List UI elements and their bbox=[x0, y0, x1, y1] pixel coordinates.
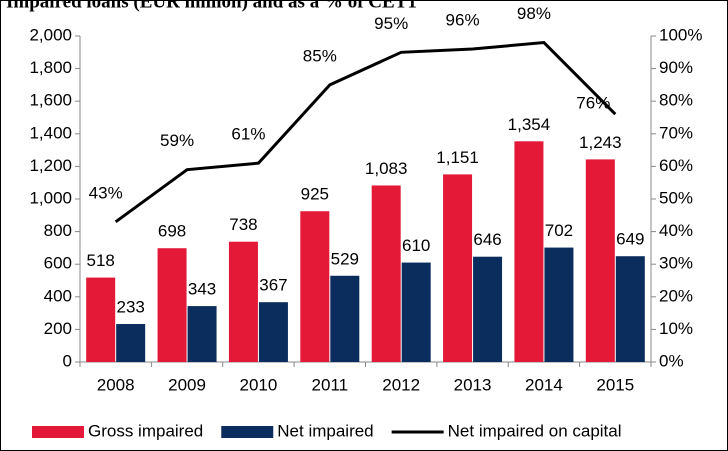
y-tick-label: 1,400 bbox=[29, 123, 72, 142]
bar bbox=[86, 277, 116, 362]
bar bbox=[401, 262, 431, 362]
y-tick-label: 0 bbox=[63, 351, 72, 370]
y-tick-label: 1,800 bbox=[29, 58, 72, 77]
data-label: 76% bbox=[576, 94, 610, 113]
bar bbox=[300, 211, 330, 362]
y-tick-label: 1,200 bbox=[29, 156, 72, 175]
data-label: 1,243 bbox=[579, 133, 622, 152]
bar bbox=[473, 256, 503, 362]
y-tick-label: 2,000 bbox=[29, 25, 72, 44]
data-label: 529 bbox=[331, 249, 359, 268]
y2-tick-label: 70% bbox=[659, 123, 693, 142]
data-label: 95% bbox=[374, 14, 408, 33]
x-tick-label: 2013 bbox=[454, 375, 492, 394]
y2-tick-label: 20% bbox=[659, 286, 693, 305]
y-tick-label: 400 bbox=[44, 286, 72, 305]
data-label: 925 bbox=[301, 185, 329, 204]
y2-tick-label: 50% bbox=[659, 188, 693, 207]
x-tick-label: 2012 bbox=[382, 375, 420, 394]
legend-label: Gross impaired bbox=[88, 421, 203, 440]
bar bbox=[116, 324, 146, 362]
y2-tick-label: 60% bbox=[659, 156, 693, 175]
y-tick-label: 200 bbox=[44, 319, 72, 338]
data-label: 98% bbox=[517, 4, 551, 23]
data-label: 1,083 bbox=[365, 159, 408, 178]
bar bbox=[330, 275, 360, 362]
data-label: 646 bbox=[473, 230, 501, 249]
x-tick-label: 2009 bbox=[168, 375, 206, 394]
bar bbox=[443, 174, 473, 362]
line bbox=[114, 40, 617, 224]
y2-tick-label: 30% bbox=[659, 254, 693, 273]
x-tick-label: 2015 bbox=[596, 375, 634, 394]
data-label: 649 bbox=[616, 230, 644, 249]
data-label: 43% bbox=[89, 183, 123, 202]
y-tick-label: 600 bbox=[44, 254, 72, 273]
bar bbox=[615, 256, 645, 362]
data-label: 698 bbox=[158, 222, 186, 241]
legend-label: Net impaired on capital bbox=[448, 421, 622, 440]
y2-tick-label: 90% bbox=[659, 58, 693, 77]
data-label: 343 bbox=[188, 280, 216, 299]
bar bbox=[187, 306, 217, 362]
data-label: 96% bbox=[446, 11, 480, 30]
data-label: 233 bbox=[117, 298, 145, 317]
data-label: 738 bbox=[229, 215, 257, 234]
x-tick-label: 2008 bbox=[97, 375, 135, 394]
legend-swatch bbox=[221, 426, 274, 438]
bar bbox=[585, 159, 615, 362]
data-label: 85% bbox=[303, 46, 337, 65]
x-tick-label: 2014 bbox=[525, 375, 563, 394]
y2-tick-label: 40% bbox=[659, 221, 693, 240]
x-tick-label: 2011 bbox=[312, 375, 349, 394]
legend-label: Net impaired bbox=[277, 421, 373, 440]
y-tick-label: 1,600 bbox=[29, 91, 72, 110]
data-label: 59% bbox=[160, 131, 194, 150]
y2-tick-label: 80% bbox=[659, 91, 693, 110]
data-label: 367 bbox=[259, 276, 287, 295]
data-label: 61% bbox=[231, 125, 265, 144]
bar bbox=[157, 248, 187, 362]
bar bbox=[514, 141, 544, 362]
y2-tick-label: 0% bbox=[659, 351, 684, 370]
data-label: 610 bbox=[402, 236, 430, 255]
legend-swatch bbox=[32, 426, 84, 438]
chart-title: Impaired loans (EUR million) and as a % … bbox=[6, 0, 417, 12]
bar bbox=[544, 247, 574, 362]
y-tick-label: 800 bbox=[44, 221, 72, 240]
x-tick-label: 2010 bbox=[240, 375, 278, 394]
y-tick-label: 1,000 bbox=[29, 188, 72, 207]
bar bbox=[228, 241, 258, 362]
data-label: 702 bbox=[545, 221, 573, 240]
data-label: 1,151 bbox=[436, 148, 479, 167]
data-label: 1,354 bbox=[508, 115, 551, 134]
y2-tick-label: 10% bbox=[659, 319, 693, 338]
y2-tick-label: 100% bbox=[659, 25, 702, 44]
data-label: 518 bbox=[87, 251, 115, 270]
bar bbox=[258, 302, 288, 362]
bar bbox=[371, 185, 401, 362]
